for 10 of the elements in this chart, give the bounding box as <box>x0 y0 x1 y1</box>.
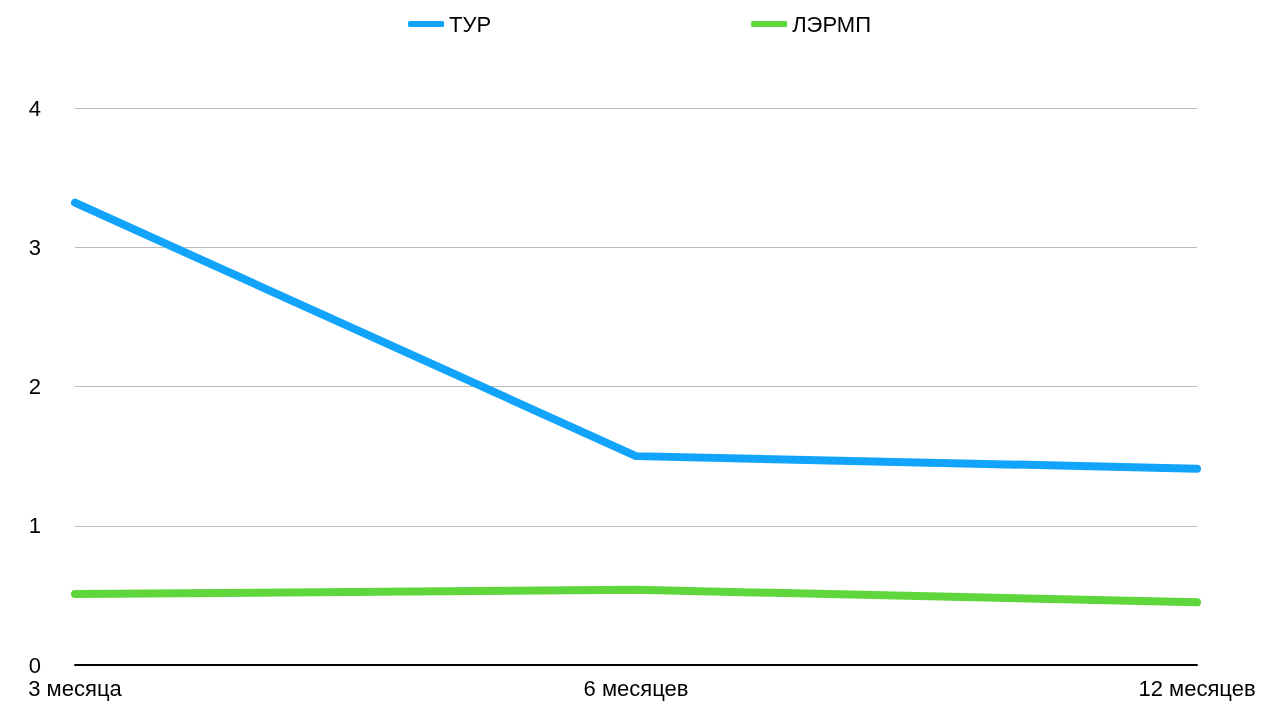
x-tick-label: 12 месяцев <box>1138 675 1256 701</box>
y-tick-label: 1 <box>28 513 41 539</box>
y-tick-label: 3 <box>28 234 41 260</box>
legend-label: ЛЭРМП <box>792 11 871 37</box>
legend-label: ТУР <box>449 11 492 37</box>
x-tick-label: 3 месяца <box>28 675 123 701</box>
y-tick-label: 4 <box>28 95 41 121</box>
y-tick-label: 2 <box>28 374 41 399</box>
x-tick-label: 6 месяцев <box>583 675 689 701</box>
y-tick-label: 0 <box>28 652 41 678</box>
